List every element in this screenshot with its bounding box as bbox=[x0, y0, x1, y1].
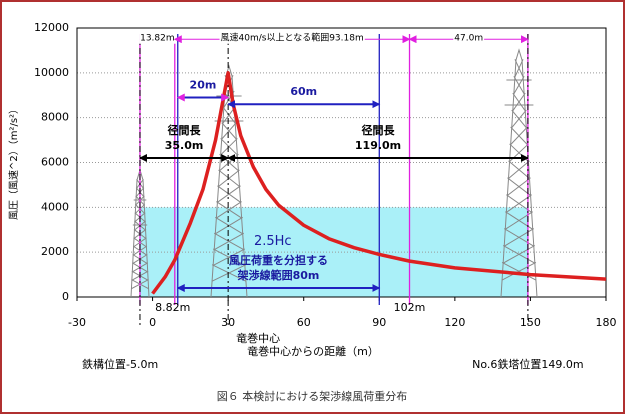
y-tick-label: 6000 bbox=[41, 156, 69, 169]
tower-brace bbox=[212, 248, 246, 266]
y-tick-label: 8000 bbox=[41, 111, 69, 124]
tower-brace bbox=[510, 126, 528, 145]
y-axis-label: 風圧（風速^2）（m²/s²） bbox=[8, 104, 20, 220]
x-tick-label: 180 bbox=[596, 316, 617, 329]
arrow-label: 35.0m bbox=[165, 139, 204, 152]
arrow-label: 60m bbox=[290, 85, 317, 98]
y-tick-label: 0 bbox=[62, 290, 69, 303]
curve bbox=[151, 71, 607, 295]
band bbox=[139, 207, 528, 297]
tower-brace bbox=[502, 245, 536, 264]
marker-label: 102m bbox=[394, 301, 426, 314]
y-tick-label: 4000 bbox=[41, 200, 69, 213]
x-tick-label: 120 bbox=[444, 316, 465, 329]
tower-outline bbox=[210, 64, 248, 298]
tower-brace bbox=[221, 122, 237, 140]
marker-label: 8.82m bbox=[155, 301, 190, 314]
tower bbox=[500, 48, 538, 298]
y-tick-label: 12000 bbox=[34, 21, 69, 34]
x-tick-label: -30 bbox=[68, 316, 86, 329]
tower-brace bbox=[511, 109, 527, 129]
marker-label: 鉄構位置-5.0m bbox=[82, 357, 158, 371]
tower-brace bbox=[218, 169, 240, 187]
x-tick-label: 0 bbox=[149, 316, 156, 329]
span-label-bg bbox=[139, 33, 176, 44]
tower-brace bbox=[211, 264, 247, 282]
tower-brace bbox=[501, 261, 537, 281]
x-tick-label: 60 bbox=[297, 316, 311, 329]
x-tick-label: 90 bbox=[372, 316, 386, 329]
span-label-bg bbox=[219, 31, 365, 44]
arrow-label: 径間長 bbox=[168, 123, 202, 137]
arrow-label: 風圧荷重を分担する bbox=[229, 253, 328, 267]
x-tick-label: 30 bbox=[221, 316, 235, 329]
tower-brace bbox=[508, 160, 530, 179]
arrow-label: 119.0m bbox=[355, 139, 401, 152]
tower-brace bbox=[215, 216, 243, 235]
tower-brace bbox=[216, 201, 242, 219]
caption: 図６ 本検討における架渉線風荷重分布 bbox=[217, 389, 408, 403]
tower-brace bbox=[213, 232, 245, 251]
plot-border bbox=[76, 27, 607, 298]
span-label: 13.82m bbox=[140, 34, 175, 44]
y-tick-label: 10000 bbox=[34, 66, 69, 79]
span-label: 47.0m bbox=[454, 34, 483, 44]
tower-brace bbox=[220, 138, 238, 156]
tower-brace bbox=[217, 185, 241, 203]
span-label: 風速40m/s以上となる範囲93.18m bbox=[221, 32, 364, 44]
span-label-bg bbox=[453, 33, 485, 44]
tower-brace bbox=[514, 59, 524, 78]
tower-outline bbox=[500, 48, 538, 298]
x-axis-label: 竜巻中心からの距離（m） bbox=[247, 344, 379, 358]
tower-brace bbox=[513, 75, 525, 95]
y-tick-label: 2000 bbox=[41, 245, 69, 258]
marker-label: 竜巻中心 bbox=[236, 331, 280, 345]
band-label: 2.5Hc bbox=[254, 234, 292, 249]
arrow-label: 径間長 bbox=[362, 123, 396, 137]
tower-brace bbox=[512, 92, 526, 112]
tower-brace bbox=[507, 177, 531, 196]
arrow-label: 架渉線範囲80m bbox=[237, 268, 320, 282]
marker-label: No.6鉄塔位置149.0m bbox=[472, 357, 583, 371]
x-tick-label: 150 bbox=[520, 316, 541, 329]
arrow-label: 20m bbox=[190, 78, 217, 91]
tower-brace bbox=[503, 228, 535, 247]
